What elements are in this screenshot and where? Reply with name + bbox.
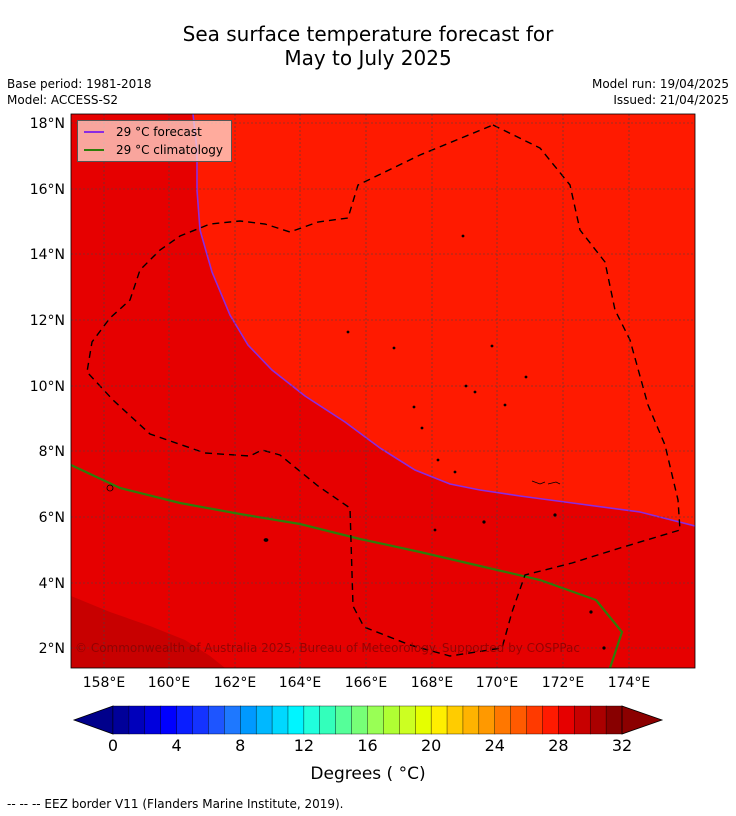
colorbar-segment — [319, 705, 337, 735]
latitude-label: 14°N — [30, 247, 65, 263]
meta-left: Base period: 1981-2018 Model: ACCESS-S2 — [7, 76, 152, 108]
colorbar-segment — [240, 705, 257, 735]
footnote: -- -- -- EEZ border V11 (Flanders Marine… — [7, 797, 344, 811]
colorbar-segment — [271, 705, 289, 735]
colorbar-segment — [160, 705, 178, 735]
colorbar-tick-label: 32 — [612, 736, 632, 755]
latitude-label: 16°N — [30, 182, 65, 198]
colorbar-segment — [112, 705, 130, 735]
islands — [106, 234, 606, 650]
colorbar-segment — [526, 705, 543, 735]
chart-title: Sea surface temperature forecast for May… — [0, 22, 736, 70]
colorbar-segment — [462, 705, 480, 735]
latitude-label: 8°N — [39, 444, 65, 460]
forecast-29c-isotherm — [192, 114, 695, 527]
colorbar-tick-label: 28 — [548, 736, 568, 755]
colorbar-segment — [510, 705, 528, 735]
latitude-label: 12°N — [30, 313, 65, 329]
colorbar-segment — [605, 705, 623, 735]
colorbar-tick-label: 4 — [172, 736, 182, 755]
map-legend: 29 °C forecast 29 °C climatology — [77, 120, 232, 162]
title-line-2: May to July 2025 — [284, 46, 452, 70]
colorbar-tick-label: 12 — [294, 736, 314, 755]
colorbar-min-extension — [72, 705, 114, 735]
colorbar-segment — [287, 705, 305, 735]
colorbar-segment — [144, 705, 162, 735]
colorbar-segment — [446, 705, 464, 735]
longitude-label: 164°E — [279, 675, 322, 691]
colorbar-segment — [224, 705, 241, 735]
eez-border — [86, 124, 681, 657]
colorbar-segment — [255, 705, 273, 735]
colorbar-segment — [351, 705, 368, 735]
meta-right: Model run: 19/04/2025 Issued: 21/04/2025 — [592, 76, 729, 108]
colorbar-segment — [176, 705, 194, 735]
longitude-label: 168°E — [411, 675, 454, 691]
forecast-swatch — [84, 131, 104, 133]
colorbar-segment — [192, 705, 209, 735]
colorbar-segment — [430, 705, 448, 735]
colorbar-segment — [478, 705, 496, 735]
colorbar-segment — [303, 705, 321, 735]
base-period: Base period: 1981-2018 — [7, 77, 152, 91]
longitude-label: 174°E — [608, 675, 651, 691]
model-name: Model: ACCESS-S2 — [7, 93, 119, 107]
colorbar-segment — [335, 705, 353, 735]
colorbar-tick-label: 0 — [108, 736, 118, 755]
latitude-label: 6°N — [39, 510, 65, 526]
colorbar-segment — [542, 705, 559, 735]
latitude-label: 2°N — [39, 641, 65, 657]
copyright-text: © Commonwealth of Australia 2025, Bureau… — [75, 641, 580, 655]
latitude-label: 4°N — [39, 576, 65, 592]
colorbar-segment — [558, 705, 575, 735]
colorbar — [72, 705, 664, 735]
legend-climatology: 29 °C climatology — [84, 142, 223, 158]
latitude-label: 10°N — [30, 379, 65, 395]
latitude-label: 18°N — [30, 116, 65, 132]
longitude-label: 162°E — [214, 675, 257, 691]
model-run: Model run: 19/04/2025 — [591, 77, 729, 91]
colorbar-segment — [589, 705, 607, 735]
legend-forecast: 29 °C forecast — [84, 124, 202, 140]
colorbar-max-extension — [621, 705, 664, 735]
latitude-labels: 18°N 16°N 14°N 12°N 10°N 8°N 6°N 4°N 2°N — [30, 116, 65, 657]
longitude-label: 172°E — [542, 675, 585, 691]
legend-climatology-label: 29 °C climatology — [116, 143, 224, 157]
title-line-1: Sea surface temperature forecast for — [182, 22, 554, 46]
colorbar-segment — [415, 705, 432, 735]
colorbar-segment — [399, 705, 416, 735]
colorbar-label: Degrees ( °C) — [310, 764, 426, 784]
longitude-label: 158°E — [83, 675, 126, 691]
colorbar-segment — [494, 705, 512, 735]
colorbar-tick-label: 24 — [485, 736, 505, 755]
colorbar-segment — [208, 705, 225, 735]
colorbar-tick-label: 16 — [357, 736, 377, 755]
colorbar-segment — [367, 705, 384, 735]
climatology-swatch — [84, 149, 104, 151]
legend-forecast-label: 29 °C forecast — [116, 125, 202, 139]
longitude-label: 170°E — [476, 675, 519, 691]
colorbar-segment — [128, 705, 146, 735]
colorbar-tick-labels: 0 4 8 12 16 20 24 28 32 — [108, 736, 632, 755]
longitude-labels: 158°E 160°E 162°E 164°E 166°E 168°E 170°E 172°E… — [83, 675, 651, 691]
climatology-29c-isotherm — [71, 464, 624, 668]
sst-area-28-29 — [71, 596, 225, 668]
longitude-label: 160°E — [148, 675, 191, 691]
colorbar-tick-label: 8 — [235, 736, 245, 755]
colorbar-tick-label: 20 — [421, 736, 441, 755]
gridlines — [71, 114, 695, 668]
longitude-label: 166°E — [345, 675, 388, 691]
issued-date: Issued: 21/04/2025 — [613, 93, 729, 107]
colorbar-segment — [574, 705, 591, 735]
colorbar-segment — [383, 705, 400, 735]
